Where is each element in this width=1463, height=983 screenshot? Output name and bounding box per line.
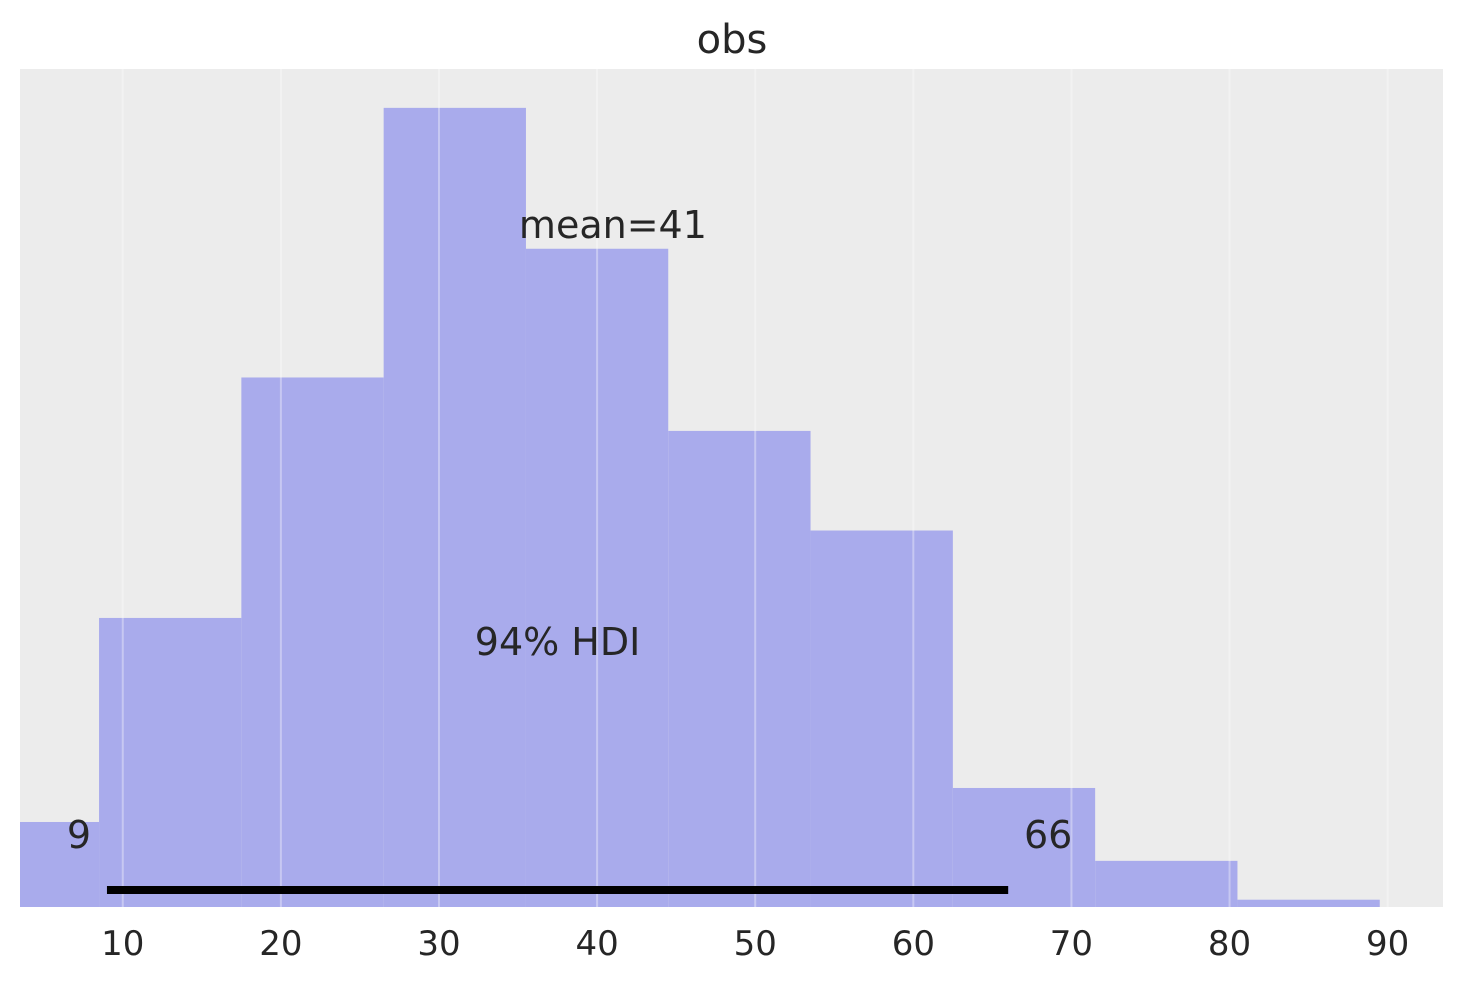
histogram-bars (20, 107, 1380, 907)
x-tick-label: 10 (101, 924, 144, 964)
histogram-bar (99, 617, 242, 907)
mean-label: mean=41 (519, 203, 707, 247)
hdi-high-label: 66 (1024, 813, 1072, 857)
hdi-low-label: 9 (67, 813, 91, 857)
grid-lines (121, 69, 1389, 907)
histogram-bar (20, 821, 100, 907)
x-tick-label: 60 (892, 924, 935, 964)
x-tick-label: 90 (1366, 924, 1409, 964)
hdi-prob-label: 94% HDI (475, 620, 641, 664)
histogram-bar (1237, 899, 1380, 907)
x-tick-label: 50 (734, 924, 777, 964)
histogram-bar (383, 107, 526, 907)
histogram-bar (241, 377, 384, 907)
histogram-bar (810, 530, 953, 907)
x-tick-label: 20 (259, 924, 302, 964)
histogram-bar (525, 248, 669, 907)
histogram-bar (1095, 860, 1238, 907)
x-tick-label: 40 (575, 924, 618, 964)
histogram-bar (668, 430, 811, 907)
x-tick-label: 70 (1050, 924, 1093, 964)
annotations: mean=41 94% HDI 9 66 (67, 203, 1072, 894)
x-axis-ticks: 10 20 30 40 50 60 70 80 90 (101, 924, 1409, 964)
x-tick-label: 80 (1208, 924, 1251, 964)
x-tick-label: 30 (417, 924, 460, 964)
chart-title: obs (697, 17, 768, 63)
